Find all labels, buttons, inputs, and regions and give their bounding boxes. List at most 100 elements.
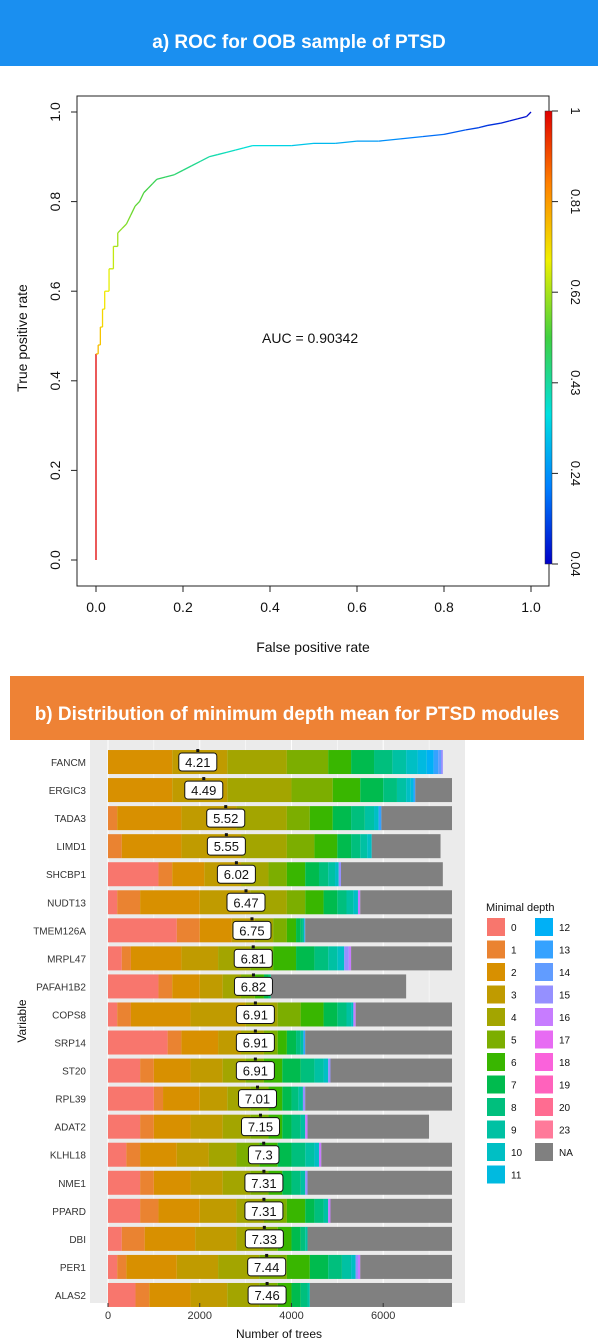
depth-bar-segment — [108, 1170, 141, 1195]
roc-x-tick-label: 0.6 — [347, 599, 367, 615]
depth-mean-marker — [196, 749, 200, 753]
depth-mean-marker — [262, 1169, 266, 1173]
depth-bar-segment — [328, 1198, 331, 1223]
depth-bar-segment — [360, 778, 384, 803]
depth-legend-swatch — [487, 1143, 505, 1161]
depth-legend-swatch — [535, 1098, 553, 1116]
depth-bar-segment — [300, 1282, 308, 1307]
depth-bar-segment — [351, 750, 375, 775]
roc-x-axis-label: False positive rate — [256, 639, 370, 655]
depth-bar-segment — [433, 750, 439, 775]
depth-bar-segment — [190, 1282, 228, 1307]
depth-bar-segment — [305, 862, 319, 887]
depth-mean-label-box — [247, 1285, 287, 1305]
depth-bar-segment — [305, 1114, 308, 1139]
depth-category-label: FANCM — [51, 758, 86, 769]
roc-curve-segment — [517, 115, 527, 120]
depth-legend-swatch — [535, 1143, 553, 1161]
depth-mean-marker — [256, 1085, 260, 1089]
roc-y-axis-label: True positive rate — [14, 284, 30, 392]
depth-mean-label-box — [247, 1145, 280, 1165]
depth-bar-segment — [338, 862, 342, 887]
depth-category-label: TADA3 — [55, 814, 87, 825]
depth-bar-segment — [360, 890, 452, 915]
depth-bar-segment — [108, 1282, 136, 1307]
depth-legend-label: 13 — [559, 946, 571, 957]
roc-curve-segment — [226, 149, 236, 153]
depth-bar-segment — [108, 1002, 118, 1027]
depth-bar-segment — [108, 1030, 168, 1055]
depth-legend-swatch — [487, 1075, 505, 1094]
depth-bar-segment — [298, 1086, 303, 1111]
depth-legend-label: 8 — [511, 1103, 517, 1114]
depth-bar-segment — [300, 918, 303, 943]
depth-category-label: NME1 — [58, 1179, 86, 1190]
depth-bar-segment — [305, 1030, 452, 1055]
roc-curve-segment — [147, 183, 154, 189]
depth-bar-segment — [305, 1198, 315, 1223]
depth-bar-segment — [337, 946, 345, 971]
depth-bar-segment — [108, 862, 159, 887]
min-depth-chart: 4.21 4.49 5.52 5.55 6.02 6.47 6.75 6.81 6.82 6.91… — [15, 740, 573, 1341]
depth-bar-segment — [144, 1226, 196, 1251]
depth-bar-segment — [413, 778, 416, 803]
depth-legend-swatch — [487, 1030, 505, 1049]
depth-bar-segment — [371, 834, 441, 859]
depth-mean-label: 6.82 — [241, 979, 266, 994]
depth-mean-marker — [262, 1197, 266, 1201]
depth-bar-segment — [227, 778, 292, 803]
depth-bar-segment — [381, 806, 452, 831]
depth-mean-marker — [253, 1001, 257, 1005]
depth-bar-segment — [153, 1086, 164, 1111]
depth-category-label: TMEM126A — [33, 926, 86, 937]
depth-legend-label: 20 — [559, 1103, 571, 1114]
depth-mean-label: 5.55 — [214, 839, 239, 854]
depth-bar-segment — [406, 750, 418, 775]
depth-mean-label: 6.75 — [239, 923, 264, 938]
depth-bar-segment — [351, 946, 452, 971]
depth-bar-segment — [374, 806, 379, 831]
roc-curve-segment — [335, 140, 358, 145]
roc-x-tick-label: 0.2 — [173, 599, 193, 615]
depth-bar-segment — [117, 890, 141, 915]
depth-bar-segment — [291, 1282, 301, 1307]
depth-bar-segment — [291, 1114, 301, 1139]
depth-bar-segment — [286, 890, 306, 915]
depth-bar-segment — [140, 1170, 154, 1195]
depth-bar-segment — [140, 1114, 154, 1139]
depth-bar-segment — [440, 750, 443, 775]
depth-bar-segment — [218, 1030, 242, 1055]
depth-mean-label: 7.31 — [251, 1176, 276, 1191]
depth-mean-label: 7.31 — [251, 1204, 276, 1219]
depth-legend-swatch — [535, 1075, 553, 1094]
depth-mean-label: 7.44 — [254, 1260, 279, 1275]
roc-curve-segment — [478, 124, 488, 129]
depth-category-label: PER1 — [60, 1263, 87, 1274]
depth-mean-marker — [262, 1141, 266, 1145]
depth-bar-segment — [176, 1254, 219, 1279]
depth-legend-label: 2 — [511, 968, 517, 979]
depth-mean-marker — [224, 805, 228, 809]
depth-legend-swatch — [535, 1120, 553, 1139]
depth-mean-marker — [265, 1281, 269, 1285]
roc-curve-segment — [152, 178, 158, 185]
depth-category-label: PPARD — [52, 1207, 86, 1218]
depth-mean-label-box — [238, 1089, 278, 1109]
roc-curve-segment — [500, 120, 510, 124]
roc-curve-segment — [243, 144, 253, 149]
depth-category-label: DBI — [69, 1235, 86, 1246]
depth-legend-swatch — [487, 1098, 505, 1116]
roc-y-tick-label: 0.4 — [47, 371, 63, 391]
depth-bar-segment — [303, 1030, 306, 1055]
depth-bar-segment — [323, 890, 338, 915]
depth-bar-segment — [314, 1142, 319, 1167]
depth-bar-segment — [108, 1198, 141, 1223]
depth-bar-segment — [357, 890, 361, 915]
depth-mean-label-box — [216, 864, 256, 884]
depth-legend-label: 7 — [511, 1081, 517, 1092]
depth-bar-segment — [296, 946, 315, 971]
depth-bar-segment — [172, 862, 205, 887]
depth-mean-label-box — [235, 1033, 275, 1053]
depth-bar-segment — [153, 1170, 191, 1195]
roc-curve-segment — [130, 205, 136, 216]
